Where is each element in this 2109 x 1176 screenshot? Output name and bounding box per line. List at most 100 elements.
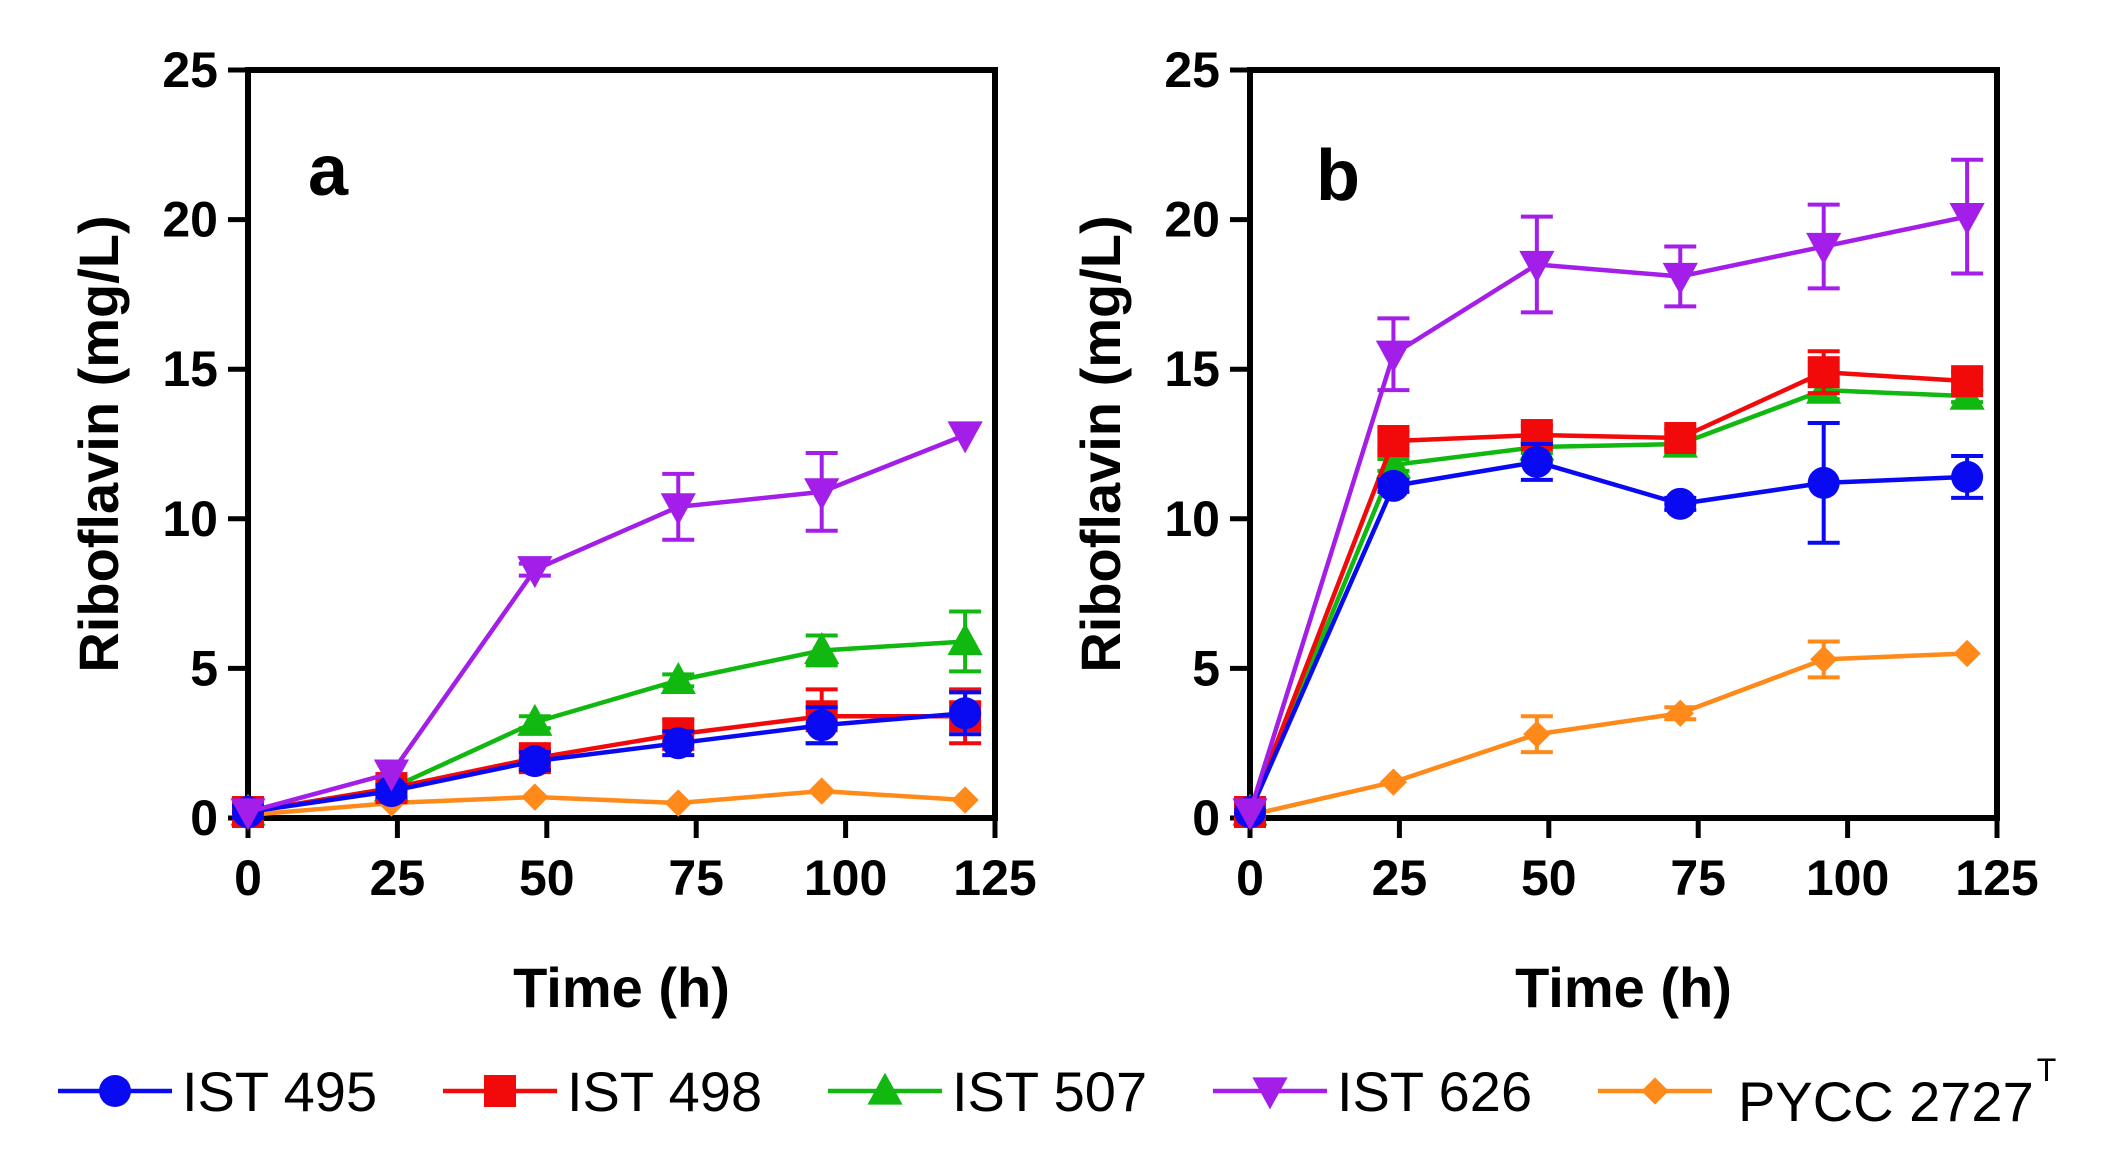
series-line bbox=[1247, 369, 1968, 813]
panel-letter: b bbox=[1316, 136, 1360, 216]
x-tick-label: 0 bbox=[234, 850, 262, 906]
legend-item-ist-495: IST 495 bbox=[58, 1060, 377, 1123]
series-line bbox=[1247, 214, 1968, 813]
data-point bbox=[1807, 356, 1840, 389]
series-line bbox=[1249, 651, 1968, 818]
legend-superscript: T bbox=[2037, 1052, 2057, 1088]
data-point bbox=[230, 798, 266, 831]
y-tick-label: 15 bbox=[162, 341, 218, 397]
data-point bbox=[1662, 262, 1698, 295]
legend-item-pycc-2727: PYCC 2727 T bbox=[1598, 1052, 2056, 1133]
data-point bbox=[1519, 250, 1555, 283]
series-line bbox=[247, 711, 966, 815]
data-point bbox=[804, 478, 840, 511]
y-tick-label: 25 bbox=[1164, 42, 1220, 98]
data-point bbox=[517, 703, 553, 736]
series-pycc-2727 bbox=[1236, 639, 1981, 829]
series-line bbox=[1247, 387, 1968, 813]
series-ist-626 bbox=[230, 421, 983, 831]
data-point bbox=[660, 493, 696, 526]
data-point bbox=[517, 556, 553, 589]
data-point bbox=[1666, 699, 1694, 727]
x-axis-title: Time (h) bbox=[1515, 956, 1732, 1019]
x-tick-label: 25 bbox=[370, 850, 426, 906]
legend-item-ist-498: IST 498 bbox=[443, 1060, 762, 1123]
data-point bbox=[1806, 232, 1842, 265]
data-point bbox=[660, 661, 696, 694]
y-tick-label: 5 bbox=[190, 640, 218, 696]
y-tick-label: 5 bbox=[1192, 640, 1220, 696]
series-line bbox=[247, 639, 966, 815]
panel-a-chart: 0 5 10 15 20 25 0 25 50 75 100 125 Time (h) Riboflavi… bbox=[67, 42, 1037, 1019]
plot-frame bbox=[245, 67, 998, 821]
y-tick-label: 25 bbox=[162, 42, 218, 98]
x-tick-label: 125 bbox=[953, 850, 1036, 906]
data-point bbox=[804, 632, 840, 665]
x-tick-label: 125 bbox=[1955, 850, 2038, 906]
x-tick-label: 50 bbox=[519, 850, 575, 906]
legend-marker bbox=[484, 1075, 516, 1107]
data-point bbox=[1664, 487, 1697, 520]
series-ist-495 bbox=[1234, 421, 1984, 829]
data-point bbox=[373, 759, 410, 792]
legend-label: IST 626 bbox=[1337, 1060, 1532, 1123]
data-point bbox=[1664, 422, 1697, 455]
data-point bbox=[808, 777, 836, 805]
legend-marker bbox=[1641, 1077, 1669, 1105]
x-tick-label: 100 bbox=[1806, 850, 1889, 906]
y-tick-label: 0 bbox=[1192, 790, 1220, 846]
x-tick-label: 25 bbox=[1372, 850, 1428, 906]
plot-frame bbox=[1247, 67, 2000, 821]
legend: IST 495 IST 498 IST 507 IST 626 PYCC 2727 T bbox=[58, 1052, 2056, 1133]
data-point bbox=[1951, 460, 1984, 493]
legend-label: IST 507 bbox=[952, 1060, 1147, 1123]
legend-item-ist-626: IST 626 bbox=[1213, 1060, 1532, 1123]
panel-b-chart: 0 5 10 15 20 25 0 25 50 75 100 125 Time (h) Riboflavi… bbox=[1069, 42, 2039, 1019]
series-line bbox=[247, 432, 966, 815]
legend-item-ist-507: IST 507 bbox=[828, 1060, 1147, 1123]
y-tick-label: 10 bbox=[1164, 491, 1220, 547]
data-point bbox=[521, 783, 549, 811]
y-tick-label: 10 bbox=[162, 491, 218, 547]
data-point bbox=[1377, 425, 1410, 458]
series-ist-498 bbox=[1234, 349, 1984, 829]
legend-label: PYCC 2727 bbox=[1738, 1070, 2034, 1133]
legend-marker bbox=[1252, 1077, 1288, 1110]
y-tick-label: 15 bbox=[1164, 341, 1220, 397]
y-tick-label: 0 bbox=[190, 790, 218, 846]
x-axis-title: Time (h) bbox=[513, 956, 730, 1019]
y-tick-label: 20 bbox=[1164, 192, 1220, 248]
data-point bbox=[1951, 365, 1984, 398]
series-line bbox=[247, 714, 966, 815]
data-point bbox=[951, 786, 979, 814]
data-point bbox=[1375, 340, 1412, 373]
data-point bbox=[664, 789, 692, 817]
x-tick-label: 50 bbox=[1521, 850, 1577, 906]
x-tick-label: 75 bbox=[668, 850, 724, 906]
data-point bbox=[805, 709, 838, 742]
data-point bbox=[1810, 645, 1838, 674]
y-axis-title: Riboflavin (mg/L) bbox=[1069, 215, 1132, 672]
data-point bbox=[949, 697, 982, 730]
y-tick-label: 20 bbox=[162, 192, 218, 248]
data-point bbox=[947, 623, 983, 656]
series-line bbox=[247, 788, 966, 818]
data-point bbox=[1379, 768, 1408, 796]
data-point bbox=[1949, 203, 1985, 236]
series-line bbox=[1247, 459, 1968, 813]
x-tick-label: 0 bbox=[1236, 850, 1264, 906]
data-point bbox=[1377, 469, 1410, 502]
data-point bbox=[1375, 446, 1412, 479]
panel-letter: a bbox=[308, 131, 349, 211]
legend-label: IST 498 bbox=[567, 1060, 762, 1123]
data-point bbox=[518, 745, 551, 778]
legend-label: IST 495 bbox=[182, 1060, 377, 1123]
data-point bbox=[1520, 445, 1553, 478]
series-ist-626 bbox=[1232, 157, 1985, 831]
legend-marker bbox=[867, 1072, 903, 1105]
y-axis-title: Riboflavin (mg/L) bbox=[67, 215, 130, 672]
x-tick-label: 75 bbox=[1670, 850, 1726, 906]
data-point bbox=[1807, 466, 1840, 499]
data-point bbox=[1953, 639, 1981, 668]
